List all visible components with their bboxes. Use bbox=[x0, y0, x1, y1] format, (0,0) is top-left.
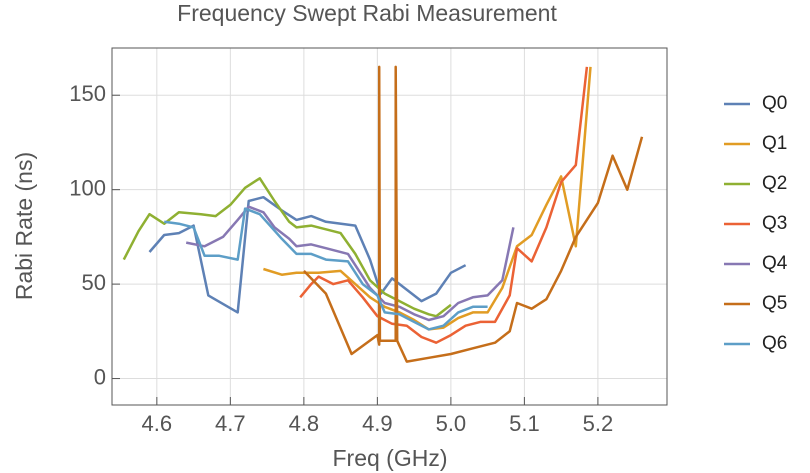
x-tick-label: 4.8 bbox=[289, 411, 320, 436]
series-line bbox=[263, 66, 592, 331]
x-tick-label: 5.1 bbox=[509, 411, 540, 436]
plot-frame bbox=[111, 47, 668, 406]
x-tick-label: 4.9 bbox=[362, 411, 393, 436]
series-line bbox=[299, 66, 589, 344]
y-tick-label: 150 bbox=[69, 81, 106, 106]
y-tick-label: 50 bbox=[82, 270, 106, 295]
x-tick-label: 5.2 bbox=[583, 411, 614, 436]
y-tick-label: 0 bbox=[94, 364, 106, 389]
legend-label: Q4 bbox=[762, 253, 788, 274]
series-line bbox=[148, 195, 467, 314]
y-axis-label: Rabi Rate (ns) bbox=[11, 152, 37, 300]
legend-label: Q2 bbox=[762, 173, 787, 194]
series-line bbox=[122, 177, 452, 318]
legend-label: Q6 bbox=[762, 333, 787, 354]
x-axis-label: Freq (GHz) bbox=[333, 445, 448, 471]
legend-label: Q5 bbox=[762, 293, 787, 314]
x-tick-label: 4.6 bbox=[142, 411, 173, 436]
legend-label: Q3 bbox=[762, 213, 787, 234]
x-tick-label: 4.7 bbox=[215, 411, 246, 436]
legend-label: Q1 bbox=[762, 133, 787, 154]
y-tick-label: 100 bbox=[69, 175, 106, 200]
chart-title: Frequency Swept Rabi Measurement bbox=[177, 0, 557, 26]
x-tick-label: 5.0 bbox=[436, 411, 467, 436]
series-line bbox=[303, 65, 644, 363]
series-line bbox=[164, 207, 488, 331]
legend-label: Q0 bbox=[762, 93, 787, 114]
